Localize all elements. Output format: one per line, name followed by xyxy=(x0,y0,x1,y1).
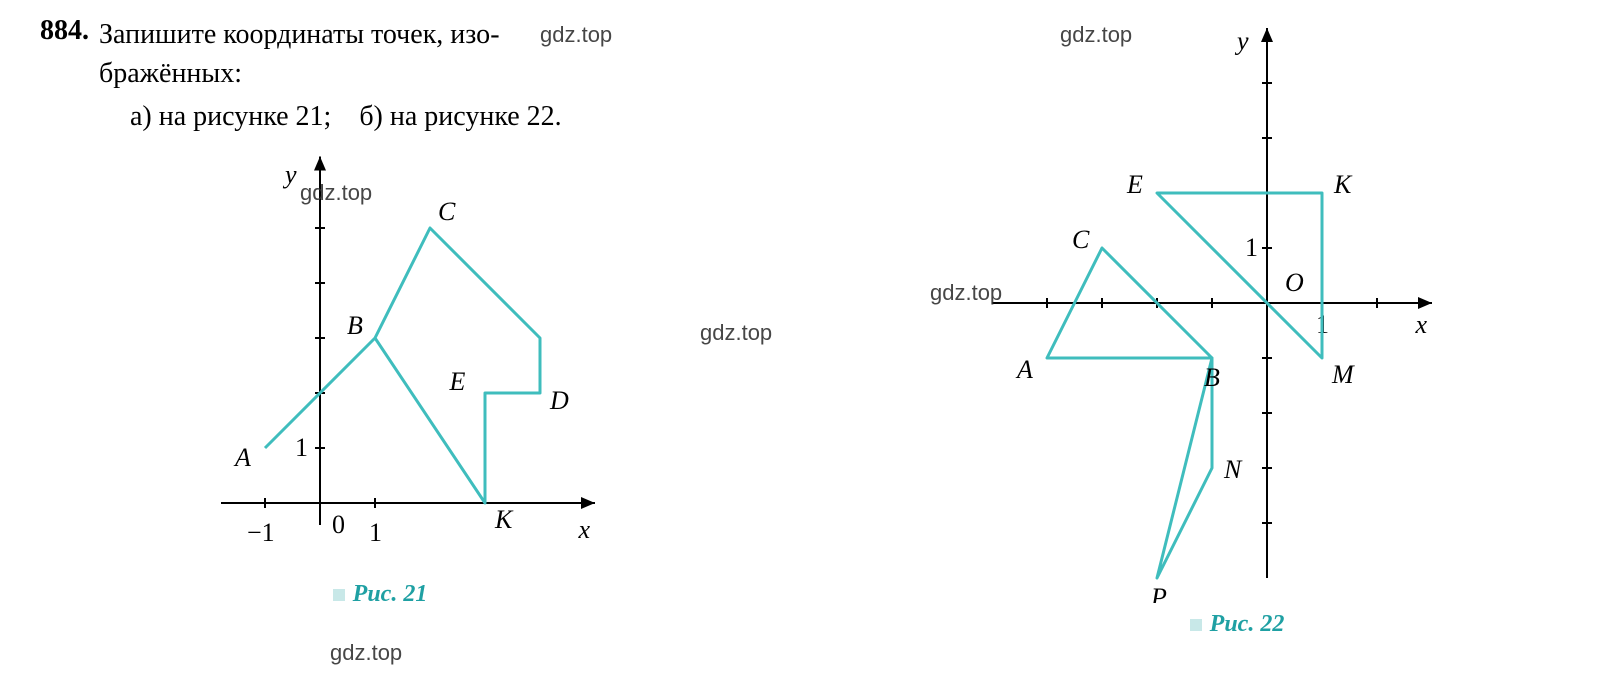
svg-text:A: A xyxy=(233,443,251,472)
figure-21-caption: Рис. 21 xyxy=(333,581,428,608)
svg-text:−1: −1 xyxy=(247,518,275,547)
watermark: gdz.top xyxy=(700,320,772,346)
svg-text:K: K xyxy=(1333,170,1353,199)
svg-text:y: y xyxy=(282,160,297,189)
svg-text:x: x xyxy=(1415,310,1428,339)
caption-text: Рис. 21 xyxy=(353,581,428,608)
watermark: gdz.top xyxy=(1060,22,1132,48)
svg-text:y: y xyxy=(1234,27,1249,56)
caption-marker xyxy=(1190,619,1202,631)
svg-text:E: E xyxy=(449,367,466,396)
figures-row: xy0−111ABCDKE Рис. 21 xyO11ABCEKMNP Рис.… xyxy=(40,143,1567,638)
svg-text:E: E xyxy=(1126,170,1143,199)
svg-text:C: C xyxy=(438,197,456,226)
svg-text:x: x xyxy=(578,515,591,544)
svg-text:1: 1 xyxy=(1245,233,1258,262)
svg-text:D: D xyxy=(549,386,569,415)
svg-text:1: 1 xyxy=(369,518,382,547)
svg-text:0: 0 xyxy=(332,510,345,539)
svg-text:P: P xyxy=(1150,583,1167,603)
caption-text: Рис. 22 xyxy=(1210,611,1285,638)
svg-text:B: B xyxy=(347,311,363,340)
svg-text:N: N xyxy=(1223,455,1243,484)
figure-21-svg: x y 0 −1 1 1 A B C D K E xyxy=(150,143,610,573)
problem-text: Запишите координаты точек, изо- бражённы… xyxy=(99,15,500,93)
text-line1: Запишите координаты точек, изо xyxy=(99,19,490,50)
figure-21: x y 0 −1 1 1 A B C D K E Рис. 21 xyxy=(150,143,610,608)
watermark: gdz.top xyxy=(300,180,372,206)
figure-22-caption: Рис. 22 xyxy=(1190,611,1285,638)
problem-number: 884. xyxy=(40,15,89,47)
watermark: gdz.top xyxy=(930,280,1002,306)
watermark: gdz.top xyxy=(540,22,612,48)
text-line2: бражённых: xyxy=(99,58,242,89)
svg-text:K: K xyxy=(494,505,514,534)
svg-text:M: M xyxy=(1331,360,1355,389)
part-b: б) на рисунке 22. xyxy=(359,101,561,132)
figure-22: xyO11ABCEKMNP Рис. 22 xyxy=(987,23,1487,638)
svg-text:A: A xyxy=(1015,355,1033,384)
caption-marker xyxy=(333,589,345,601)
svg-text:B: B xyxy=(1204,363,1220,392)
svg-text:O: O xyxy=(1285,268,1304,297)
figure-22-svg: xyO11ABCEKMNP xyxy=(987,23,1487,603)
part-a: а) на рисунке 21; xyxy=(130,101,331,132)
watermark: gdz.top xyxy=(330,640,402,666)
svg-text:C: C xyxy=(1072,225,1090,254)
svg-text:1: 1 xyxy=(295,433,308,462)
